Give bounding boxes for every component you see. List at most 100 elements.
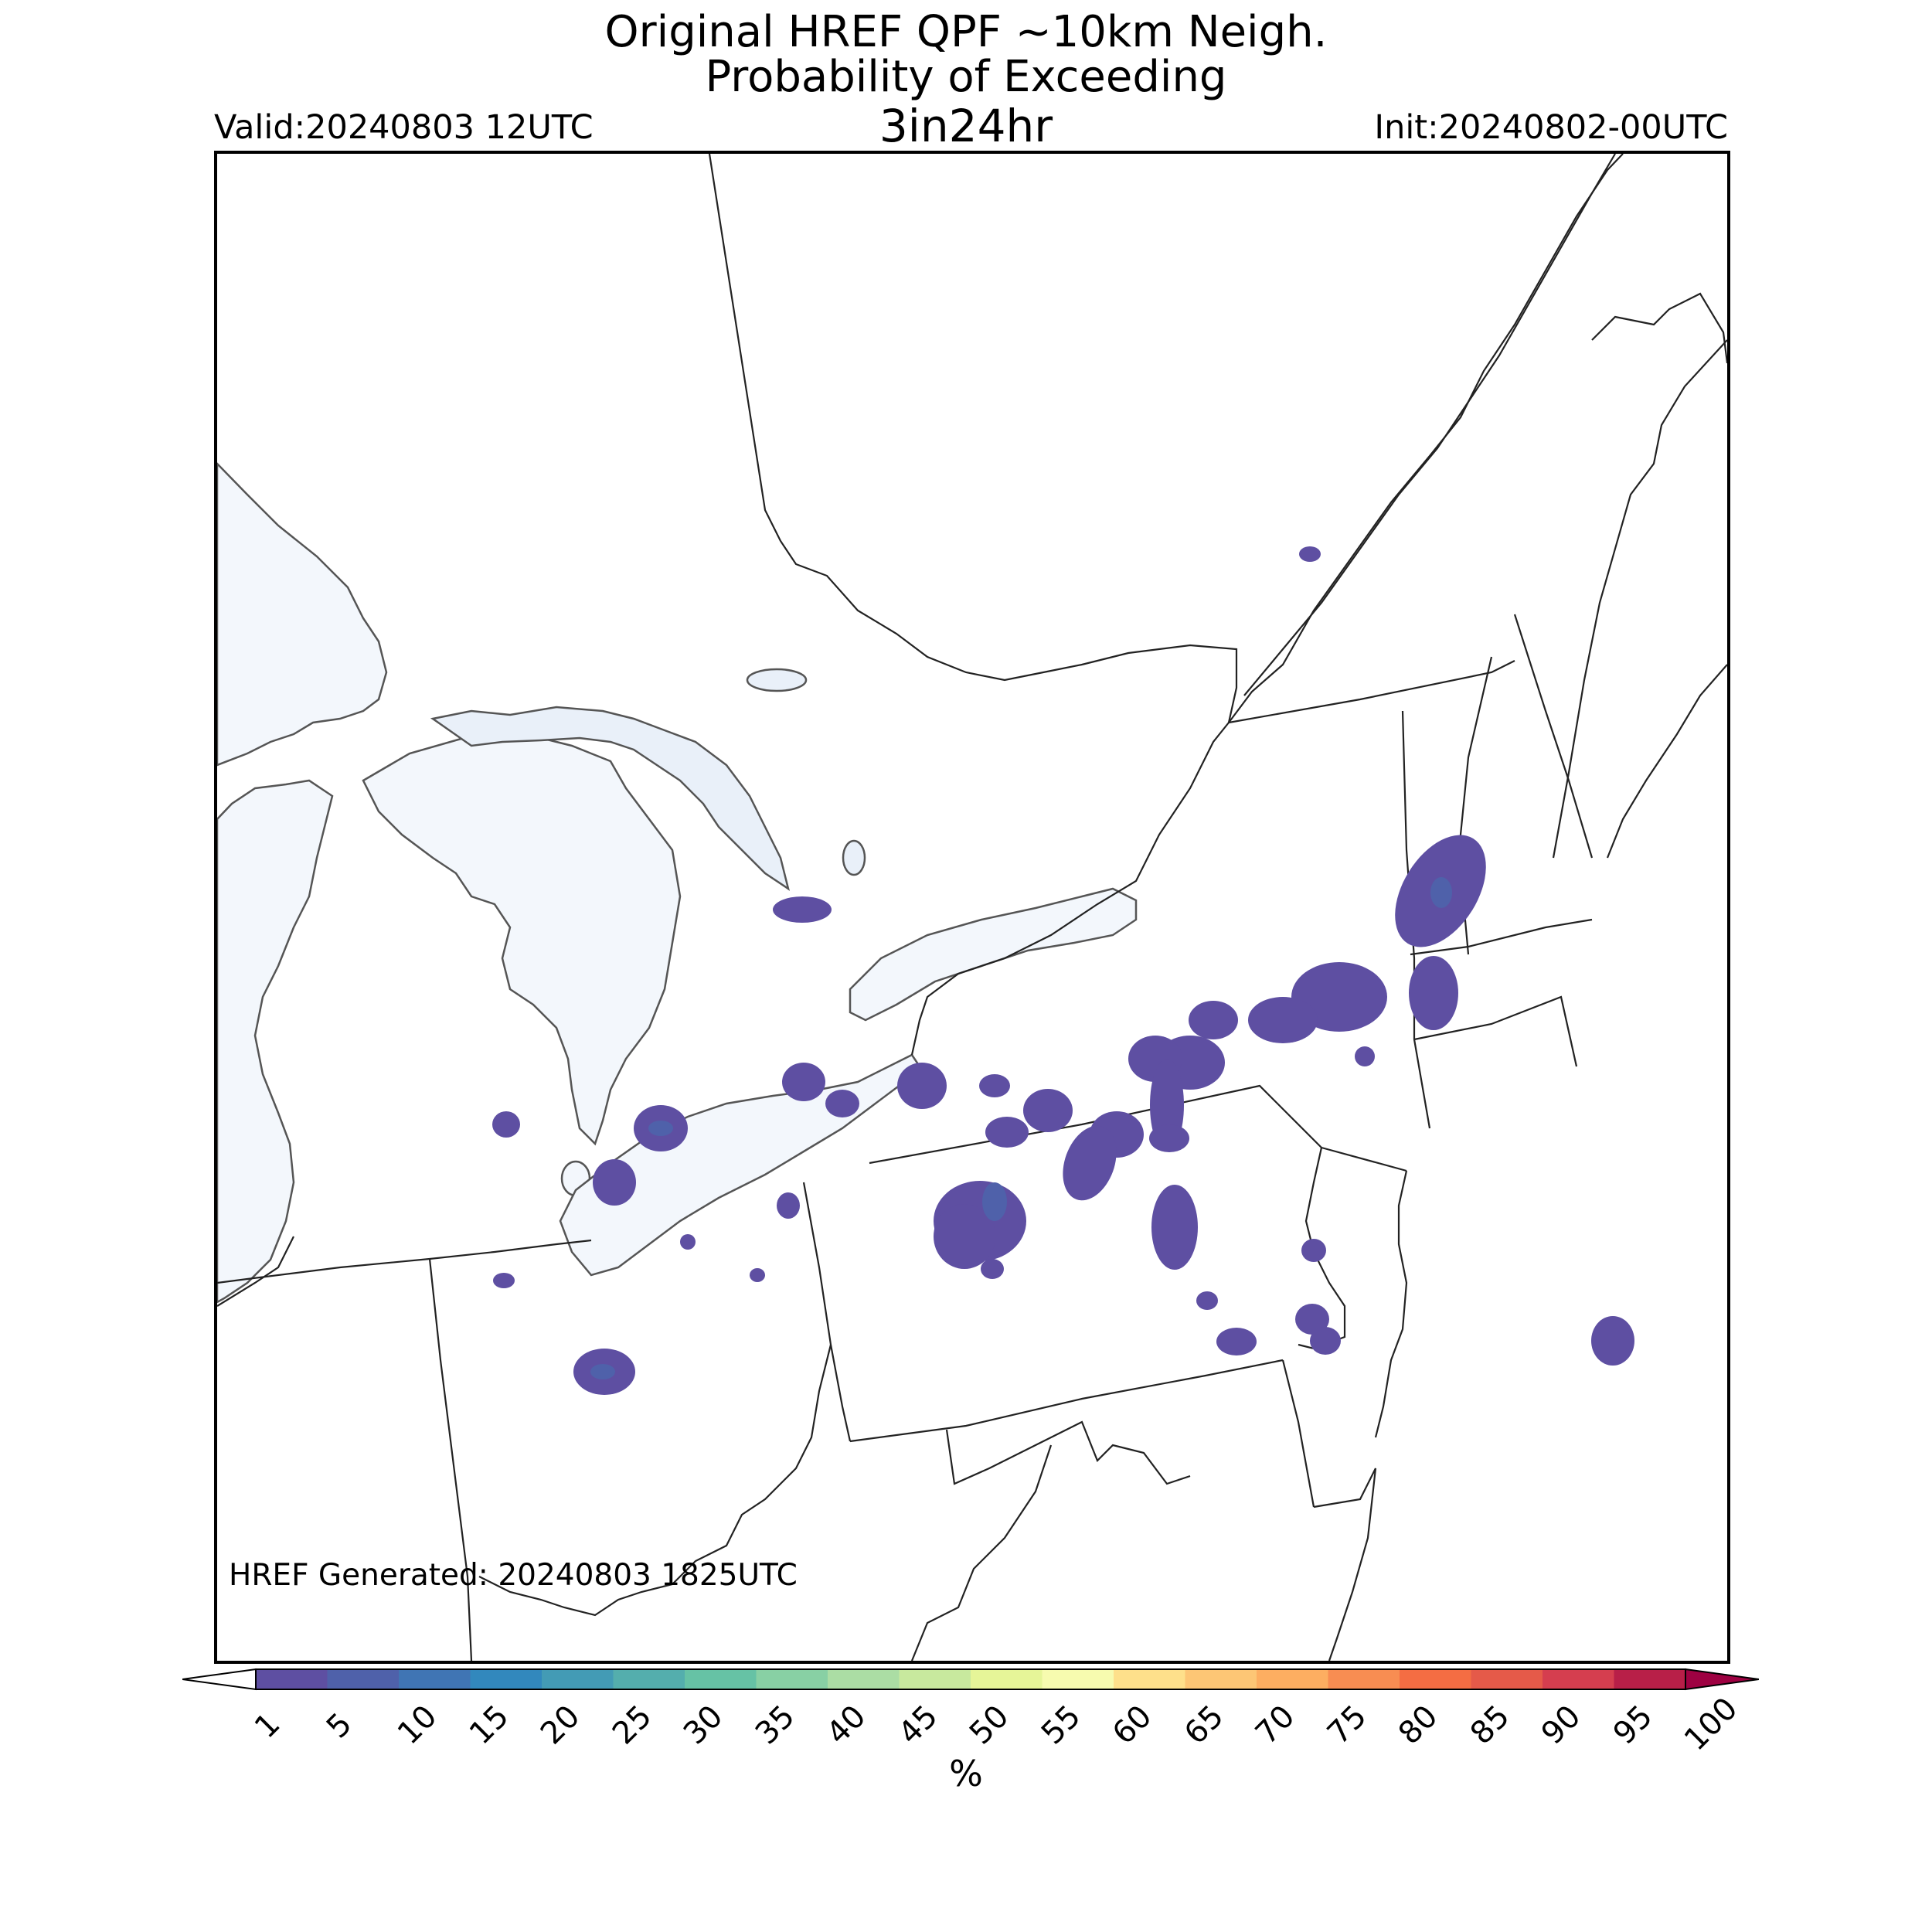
colorbar-tick-label: 1 <box>247 1706 287 1746</box>
map-panel <box>214 151 1730 1664</box>
canada-us-border-45n <box>1228 660 1515 724</box>
colorbar-segment <box>899 1669 971 1689</box>
prob-area <box>1310 1327 1341 1355</box>
colorbar-units: % <box>949 1753 983 1794</box>
prob-area <box>1591 1316 1634 1366</box>
prob-area-mid <box>590 1364 615 1379</box>
prob-area <box>897 1063 947 1109</box>
prob-area <box>1295 1304 1329 1335</box>
colorbar-segment <box>1114 1669 1186 1689</box>
ny-vt-border <box>1401 710 1431 1129</box>
colorbar-segment <box>1042 1669 1114 1689</box>
maine-quebec-border <box>1552 292 1727 859</box>
lake-ontario <box>849 887 1138 1022</box>
prob-area <box>493 1273 515 1288</box>
valid-time-label: Valid:20240803 12UTC <box>214 108 594 147</box>
prob-area <box>1248 997 1318 1043</box>
delmarva-coast <box>1313 1468 1377 1661</box>
ny-north-border <box>910 722 1230 1056</box>
colorbar-tick-label: 65 <box>1177 1698 1230 1752</box>
prob-area <box>1023 1089 1073 1132</box>
colorbar-segment <box>828 1669 900 1689</box>
prob-area <box>1149 1124 1189 1152</box>
prob-area <box>750 1268 765 1282</box>
generated-timestamp: HREF Generated: 20240803 1825UTC <box>229 1558 798 1593</box>
colorbar <box>182 1668 1759 1691</box>
prob-area-mid <box>648 1121 673 1136</box>
prob-area <box>981 1259 1004 1279</box>
pa-oh-border <box>802 1182 852 1442</box>
colorbar-segment <box>1400 1669 1472 1689</box>
prob-area <box>825 1090 859 1117</box>
colorbar-segment <box>470 1669 543 1689</box>
colorbar-segment <box>256 1669 328 1689</box>
prob-area <box>1409 956 1458 1030</box>
colorbar-tick-label: 15 <box>462 1698 515 1752</box>
colorbar-tick-label: 25 <box>605 1698 658 1752</box>
prob-area <box>1151 1185 1198 1270</box>
colorbar-segment <box>756 1669 828 1689</box>
borders <box>217 154 1727 1661</box>
ontario-quebec-border <box>708 154 1238 723</box>
colorbar-tick-label: 5 <box>319 1706 359 1746</box>
vermont-nh-border <box>1459 656 1493 955</box>
colorbar-tick-label: 85 <box>1463 1698 1516 1752</box>
colorbar-tick-label: 95 <box>1606 1698 1659 1752</box>
colorbar-segment <box>1328 1669 1400 1689</box>
colorbar-tick-label: 75 <box>1320 1698 1373 1752</box>
colorbar-segment <box>1257 1669 1329 1689</box>
colorbar-segment <box>1614 1669 1686 1689</box>
colorbar-tick-label: 30 <box>676 1698 730 1752</box>
georgian-bay <box>430 706 790 891</box>
pa-md-border <box>849 1359 1284 1443</box>
prob-area <box>1355 1046 1375 1066</box>
colorbar-segments <box>256 1669 1686 1689</box>
colorbar-segment <box>399 1669 471 1689</box>
prob-area <box>593 1159 636 1206</box>
st-lawrence-river-south <box>1243 154 1616 696</box>
lake-superior <box>217 462 388 767</box>
colorbar-tick-label: 10 <box>390 1698 444 1752</box>
colorbar-segment <box>327 1669 400 1689</box>
ma-north-border <box>1410 918 1593 956</box>
ma-south-border <box>1413 995 1578 1067</box>
colorbar-segment <box>1471 1669 1543 1689</box>
colorbar-tick-label: 45 <box>891 1698 944 1752</box>
lake-michigan <box>217 779 334 1304</box>
map-canvas <box>217 154 1727 1661</box>
prob-area <box>1196 1291 1218 1310</box>
prob-area <box>1301 1239 1326 1262</box>
colorbar-tick-label: 90 <box>1534 1698 1588 1752</box>
lake-nipissing <box>746 668 808 692</box>
prob-shading-mid <box>590 877 1452 1379</box>
prob-area <box>782 1063 825 1101</box>
nh-maine-border <box>1513 614 1594 859</box>
oh-in-border <box>428 1258 473 1661</box>
colorbar-over-arrow <box>1685 1668 1759 1691</box>
colorbar-tick-label: 35 <box>748 1698 801 1752</box>
colorbar-frame <box>255 1668 1686 1690</box>
de-md-border <box>1281 1359 1315 1508</box>
prob-area <box>1216 1328 1257 1355</box>
prob-area <box>773 896 832 923</box>
prob-area <box>934 1204 995 1269</box>
colorbar-segment <box>685 1669 757 1689</box>
colorbar-segment <box>1543 1669 1615 1689</box>
prob-area <box>492 1111 520 1138</box>
colorbar-tick-label: 50 <box>962 1698 1016 1752</box>
michigan-shore <box>217 1236 294 1307</box>
lake-huron <box>362 733 682 1146</box>
st-lawrence-river <box>1228 154 1624 723</box>
wv-va-border <box>910 1444 1053 1661</box>
colorbar-segment <box>971 1669 1043 1689</box>
colorbar-tick-label: 80 <box>1391 1698 1445 1752</box>
lake-simcoe <box>842 839 866 876</box>
prob-area <box>979 1074 1010 1097</box>
colorbar-tick-label: 100 <box>1677 1690 1745 1758</box>
prob-area <box>985 1117 1029 1148</box>
oh-mi-border <box>429 1239 592 1260</box>
colorbar-segment <box>613 1669 685 1689</box>
title-line-2: Probability of Exceeding <box>705 52 1227 102</box>
colorbar-tick-label: 40 <box>819 1698 873 1752</box>
colorbar-tick-label: 20 <box>533 1698 587 1752</box>
